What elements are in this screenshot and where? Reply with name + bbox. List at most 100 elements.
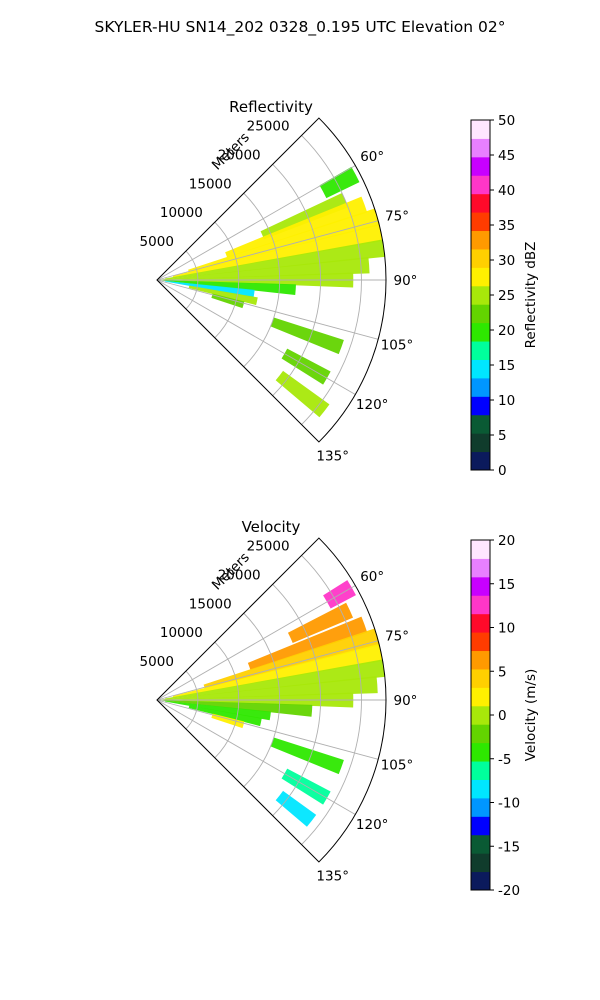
colorbar-swatch [471, 834, 490, 854]
echo-cell [260, 192, 349, 240]
colorbar-swatch [471, 632, 490, 652]
colorbar-swatch [471, 414, 490, 434]
azimuth-tick-label: 120° [356, 817, 389, 833]
azimuth-spoke [156, 220, 379, 281]
reflectivity-panel: Reflectivity 5000 10000 15000 20000 25000 60° 7… [140, 98, 539, 479]
panel-title: Velocity [242, 518, 301, 536]
echo-cell [319, 166, 360, 199]
colorbar-tick-label: 25 [498, 288, 515, 304]
azimuth-tick-label: 135° [316, 449, 349, 465]
colorbar-swatch [471, 156, 490, 176]
colorbar-swatch [471, 742, 490, 762]
range-tick-label: 20000 [218, 147, 261, 163]
sector-frame [156, 537, 387, 863]
azimuth-spoke [156, 585, 356, 701]
colorbar-tick-label: 20 [498, 323, 515, 339]
echo-cell [225, 196, 368, 258]
colorbar-swatch [471, 540, 490, 559]
echo-cell [270, 737, 344, 775]
colorbar-tick-label: 40 [498, 183, 515, 199]
colorbar-label: Reflectivity dBZ [523, 242, 539, 349]
colorbar-tick-label: 50 [498, 113, 515, 129]
colorbar-label: Velocity (m/s) [523, 669, 539, 762]
colorbar-tick-label: -5 [498, 752, 511, 768]
echo-cell [188, 208, 380, 273]
azimuth-spoke [156, 279, 379, 340]
colorbar-tick-label: 20 [498, 533, 515, 549]
range-tick-label: 15000 [189, 176, 232, 192]
colorbar-swatch [471, 595, 490, 615]
colorbar-swatch [471, 668, 490, 688]
colorbar-swatch [471, 212, 490, 232]
azimuth-tick-label: 105° [381, 757, 414, 773]
echo-layer [161, 166, 385, 418]
azimuth-tick-label: 105° [381, 337, 414, 353]
colorbar-swatch [471, 613, 490, 633]
colorbar: -20 -15 -10 -5 0 5 10 15 20 Velocity (m/s) [470, 533, 539, 899]
echo-cell [275, 370, 330, 418]
colorbar-tick-label: 30 [498, 253, 515, 269]
colorbar-swatch [471, 230, 490, 250]
colorbar-swatch [471, 359, 490, 379]
azimuth-spoke [156, 279, 356, 395]
colorbar-tick-label: 15 [498, 577, 515, 593]
colorbar-tick-label: 10 [498, 621, 515, 637]
range-tick-label: 5000 [140, 654, 174, 670]
colorbar-swatch [471, 558, 490, 578]
colorbar-swatch [471, 120, 490, 139]
colorbar-tick-label: 10 [498, 393, 515, 409]
colorbar-swatch [471, 871, 490, 891]
colorbar: 0 5 10 15 20 25 30 35 40 45 50 Reflectivity dBZ [470, 113, 539, 479]
range-tick-label: 15000 [189, 596, 232, 612]
range-tick-label: 25000 [247, 538, 290, 554]
colorbar-tick-label: 35 [498, 218, 515, 234]
figure-title: SKYLER-HU SN14_202 0328_0.195 UTC Elevat… [95, 18, 506, 37]
azimuth-tick-label: 90° [393, 273, 417, 289]
azimuth-spoke [156, 699, 379, 760]
colorbar-swatch [471, 285, 490, 305]
azimuth-spoke [156, 640, 379, 701]
echo-cell [287, 602, 354, 643]
colorbar-tick-label: 0 [498, 708, 507, 724]
velocity-panel: Velocity 5000 10000 15000 20000 25000 60° 75° 90… [140, 518, 539, 899]
echo-cell [203, 628, 380, 689]
echo-cell [247, 616, 368, 670]
echo-cell [211, 713, 245, 729]
colorbar-tick-label: 5 [498, 664, 507, 680]
azimuth-tick-label: 90° [393, 693, 417, 709]
range-tick-label: 10000 [160, 625, 203, 641]
azimuth-tick-label: 60° [360, 149, 384, 165]
echo-cell [281, 768, 331, 805]
colorbar-swatch [471, 650, 490, 670]
colorbar-tick-label: -15 [498, 839, 520, 855]
colorbar-swatch [471, 267, 490, 287]
echo-cell [270, 317, 344, 355]
colorbar-swatch [471, 853, 490, 873]
colorbar-swatch [471, 248, 490, 268]
colorbar-swatch [471, 396, 490, 416]
colorbar-swatch [471, 797, 490, 817]
azimuth-tick-label: 120° [356, 397, 389, 413]
colorbar-swatch [471, 175, 490, 195]
range-tick-label: 20000 [218, 567, 261, 583]
panel-title: Reflectivity [229, 98, 313, 116]
echo-cell [165, 239, 385, 280]
colorbar-tick-label: 15 [498, 358, 515, 374]
colorbar-tick-label: 0 [498, 463, 507, 479]
colorbar-tick-label: 5 [498, 428, 507, 444]
azimuth-spoke [156, 699, 356, 815]
colorbar-swatch [471, 761, 490, 780]
colorbar-swatch [471, 341, 490, 360]
azimuth-tick-label: 60° [360, 569, 384, 585]
colorbar-swatch [471, 304, 490, 324]
echo-cell [165, 659, 385, 700]
colorbar-swatch [471, 377, 490, 397]
colorbar-swatch [471, 724, 490, 744]
colorbar-swatch [471, 322, 490, 342]
colorbar-swatch [471, 816, 490, 836]
azimuth-tick-label: 75° [385, 629, 409, 645]
colorbar-swatch [471, 779, 490, 799]
colorbar-swatch [471, 576, 490, 596]
colorbar-swatch [471, 705, 490, 725]
